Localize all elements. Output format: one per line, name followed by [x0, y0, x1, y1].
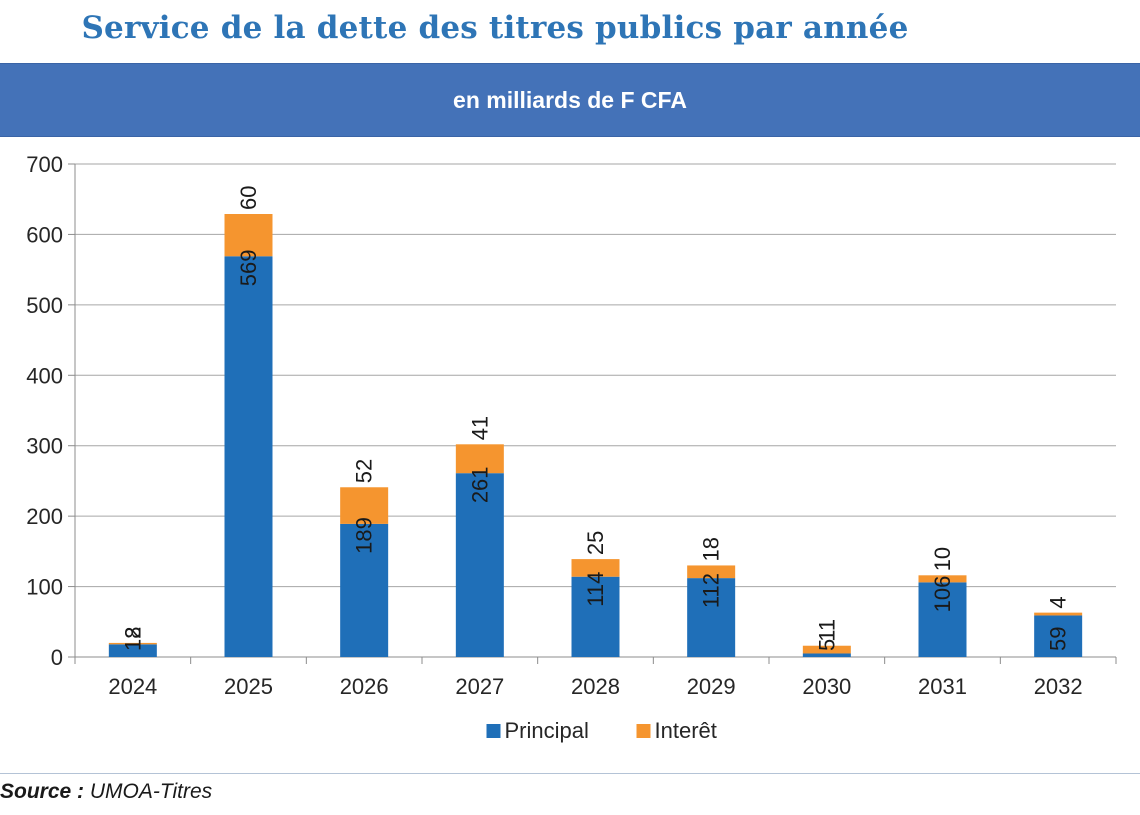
- bar-principal-2029: [687, 578, 736, 657]
- x-tick-label: 2028: [571, 674, 620, 699]
- bar-inter-t-2032: [1034, 612, 1083, 616]
- unit-subtitle: en milliards de F CFA: [453, 87, 687, 113]
- x-tick-label: 2026: [340, 674, 389, 699]
- x-tick-label: 2029: [687, 674, 736, 699]
- data-label-principal: 5: [814, 639, 839, 651]
- y-tick-label: 200: [26, 504, 63, 529]
- bar-inter-t-2026: [340, 487, 389, 524]
- y-tick-label: 400: [26, 363, 63, 388]
- bar-inter-t-2024: [108, 642, 157, 645]
- x-tick-label: 2025: [224, 674, 273, 699]
- data-label-principal: 569: [236, 250, 261, 287]
- y-tick-label: 700: [26, 152, 63, 177]
- bar-principal-2032: [1034, 615, 1083, 657]
- y-tick-label: 300: [26, 434, 63, 459]
- bars: [108, 214, 1083, 657]
- data-label-inter-t: 10: [930, 547, 955, 571]
- data-label-principal: 189: [352, 517, 377, 554]
- data-label-inter-t: 52: [352, 459, 377, 483]
- page-title: Service de la dette des titres publics p…: [81, 10, 909, 46]
- source-note: Source : UMOA-Titres: [0, 780, 212, 804]
- x-tick-label: 2030: [802, 674, 851, 699]
- data-label-inter-t: 25: [583, 531, 608, 555]
- data-label-principal: 106: [930, 576, 955, 613]
- data-label-principal: 112: [699, 573, 724, 608]
- x-tick-label: 2024: [108, 674, 157, 699]
- bar-principal-2026: [340, 523, 389, 657]
- bar-principal-2025: [224, 256, 273, 657]
- bar-inter-t-2030: [802, 645, 851, 654]
- bar-principal-2031: [918, 582, 967, 657]
- data-label-principal: 114: [583, 572, 608, 607]
- y-tick-label: 500: [26, 293, 63, 318]
- bar-principal-2030: [802, 653, 851, 657]
- source-value: UMOA-Titres: [89, 780, 213, 803]
- bar-inter-t-2028: [571, 559, 620, 577]
- data-label-inter-t: 18: [699, 537, 724, 561]
- bar-principal-2028: [571, 576, 620, 657]
- data-label-inter-t: 11: [814, 619, 839, 642]
- bar-inter-t-2027: [455, 444, 504, 474]
- legend-swatch: [486, 724, 501, 738]
- bar-inter-t-2029: [687, 565, 736, 579]
- y-tick-label: 600: [26, 222, 63, 247]
- x-tick-label: 2031: [918, 674, 967, 699]
- x-tick-label: 2032: [1034, 674, 1083, 699]
- stacked-bar-chart: 0 100 200 300 400 500 600 700 2024 2025 2026 2027 20…: [26, 152, 1117, 743]
- legend-label: Principal: [505, 718, 589, 743]
- legend-label: Interêt: [655, 718, 717, 743]
- data-label-inter-t: 4: [1046, 596, 1071, 608]
- source-label: Source :: [0, 780, 85, 803]
- data-label-principal: 18: [120, 627, 145, 651]
- data-label-inter-t: 2: [120, 627, 145, 639]
- y-tick-label: 0: [51, 645, 63, 670]
- bar-principal-2024: [108, 644, 157, 657]
- y-tick-label: 100: [26, 575, 63, 600]
- subtitle-banner: en milliards de F CFA: [0, 63, 1140, 137]
- data-label-principal: 261: [467, 466, 492, 503]
- legend: Principal Interêt: [486, 718, 717, 743]
- data-label-inter-t: 41: [467, 416, 492, 440]
- source-divider: [0, 773, 1140, 774]
- data-label-inter-t: 60: [236, 186, 261, 210]
- data-label-principal: 59: [1046, 627, 1071, 651]
- legend-swatch: [636, 724, 651, 738]
- x-tick-label: 2027: [455, 674, 504, 699]
- bar-inter-t-2031: [918, 575, 967, 583]
- bar-inter-t-2025: [224, 214, 273, 257]
- bar-principal-2027: [455, 473, 504, 657]
